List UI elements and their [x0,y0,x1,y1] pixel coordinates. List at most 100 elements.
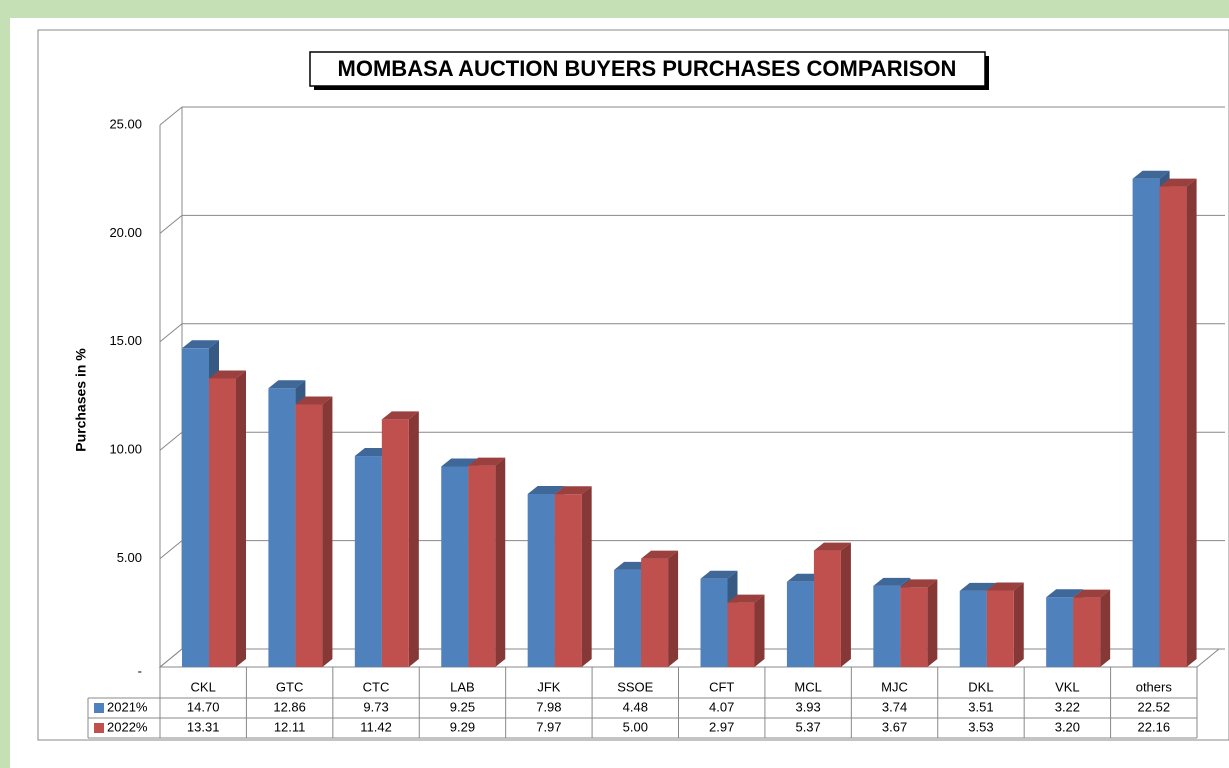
grid-line-side [159,648,183,668]
bar-side [1100,589,1111,667]
bar-front [441,466,469,667]
bar [381,411,419,667]
bar-front [700,578,728,667]
bar-top [441,458,479,467]
bar-side [1013,582,1024,667]
bar-front [468,465,496,667]
y-tick-label: - [138,663,142,678]
grid-line-side [159,106,183,126]
x-tick-label: CKL [191,679,216,694]
bar [1159,178,1197,667]
bar-front [900,587,928,667]
bar [813,542,851,667]
table-cell: 4.48 [623,699,648,714]
bar-front [986,590,1014,667]
table-cell: 3.67 [882,719,907,734]
bar-side [581,486,592,667]
bar-top [1073,589,1111,598]
bar-front [727,602,755,667]
legend-label: 2021% [107,699,148,714]
bar-front [527,493,555,667]
y-tick-label: 10.00 [109,442,142,457]
bar-front [1159,186,1187,667]
bar-top [1132,170,1170,179]
bar-top [959,582,997,591]
bar-top [527,485,565,494]
table-cell: 5.37 [795,719,820,734]
table-cell: 12.11 [274,719,306,734]
bar-top [182,340,219,349]
table-cell: 11.42 [360,719,392,734]
x-tick-label: CTC [363,679,390,694]
bar-front [1046,597,1074,667]
bar-front [1132,178,1160,667]
bar-top [900,579,938,588]
grid-line-side [159,215,183,234]
bar [554,486,592,667]
bar-front [873,585,901,667]
bar-side [1186,178,1197,667]
x-tick-label: VKL [1055,679,1080,694]
bar-top [986,582,1024,591]
table-cell: 3.51 [968,699,993,714]
table-cell: 9.29 [450,719,475,734]
bar-side [495,457,506,667]
bar-top [268,380,306,389]
table-cell: 22.52 [1138,699,1171,714]
bar [468,457,506,667]
table-cell: 22.16 [1138,719,1171,734]
bar-top [641,550,679,559]
table-cell: 9.73 [363,699,388,714]
table-cell: 13.31 [187,719,220,734]
bar-top [468,457,506,466]
table-cell: 12.86 [273,699,306,714]
y-axis-label: Purchases in % [73,348,89,452]
bar-side [322,396,333,667]
table-cell: 2.97 [709,719,734,734]
bar-front [268,388,296,667]
bar-top [554,486,592,495]
table-cell: 7.98 [536,699,561,714]
bar-side [754,594,765,667]
bar-side [668,550,679,667]
bar [986,582,1024,667]
table-cell: 4.07 [709,699,734,714]
bar-front [209,378,236,667]
chart-title: MOMBASA AUCTION BUYERS PURCHASES COMPARI… [338,56,957,81]
bar-front [182,348,209,667]
legend-label: 2022% [107,719,148,734]
y-tick-label: 5.00 [117,550,142,565]
bar-front [786,581,814,667]
y-tick-label: 25.00 [109,116,142,131]
bar-side [408,411,419,667]
x-tick-label: MJC [881,679,908,694]
bar-top [209,370,246,379]
y-tick-label: 15.00 [109,333,142,348]
bar-front [813,550,841,667]
grid-line-side [159,431,183,451]
bar-top [1159,178,1197,187]
x-tick-label: LAB [450,679,475,694]
bar-top [295,396,333,405]
bar [727,594,765,667]
bar [209,370,246,667]
x-tick-label: GTC [276,679,303,694]
bar-top [813,542,851,551]
x-tick-label: CFT [709,679,734,694]
bar-top [700,570,738,579]
bar-side [927,579,938,667]
bar-top [727,594,765,603]
table-cell: 3.93 [795,699,820,714]
bar-front [614,569,642,667]
table-cell: 3.53 [968,719,993,734]
x-tick-label: SSOE [617,679,653,694]
bar-front [354,456,382,667]
table-cell: 14.70 [187,699,220,714]
bar-front [641,558,669,667]
table-cell: 7.97 [536,719,561,734]
legend-key [94,723,104,733]
table-cell: 3.20 [1055,719,1080,734]
bar [900,579,938,667]
